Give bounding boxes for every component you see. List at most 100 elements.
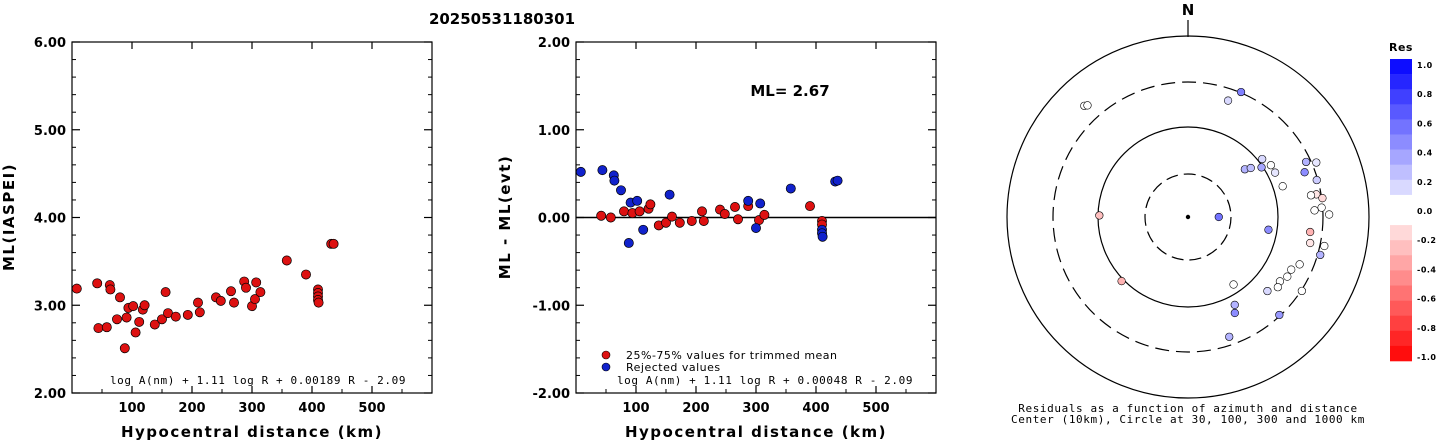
station-point: [1273, 283, 1282, 292]
colorbar-title: Res: [1389, 41, 1413, 54]
station-point: [1295, 260, 1304, 269]
station-point: [1302, 157, 1311, 167]
x-tick-label: 400: [298, 401, 325, 416]
ml-point: [241, 282, 251, 293]
ml-point: [139, 300, 150, 311]
trimmed-point: [805, 201, 815, 212]
station-point: [1257, 163, 1266, 172]
epicenter-marker: [1185, 214, 1191, 220]
rejected-point: [597, 165, 608, 176]
y-tick-label: 0.00: [538, 212, 570, 227]
station-point: [1300, 168, 1309, 177]
station-point: [1306, 227, 1315, 237]
residual-panel: 100 200 300 400 500 -2.00 -1.00 0.00 1.00 2.00 ML…: [496, 36, 937, 441]
station-point: [1312, 175, 1321, 185]
trimmed-point: [697, 206, 707, 217]
colorbar-tick-label: -0.6: [1417, 295, 1437, 304]
ml-point: [301, 269, 311, 280]
rejected-point: [575, 166, 586, 177]
colorbar-cell: [1390, 210, 1412, 226]
colorbar-cell: [1390, 240, 1412, 256]
colorbar-tick-label: 1.0: [1417, 61, 1433, 70]
ml-point: [182, 309, 193, 320]
station-point: [1297, 286, 1306, 296]
rejected-point: [751, 223, 761, 233]
station-point: [1214, 212, 1223, 222]
ml-point: [229, 297, 239, 308]
colorbar-tick-label: -0.2: [1417, 236, 1437, 245]
station-point: [1258, 154, 1267, 164]
station-point: [1306, 191, 1316, 200]
y-tick-label: 6.00: [34, 36, 66, 51]
ml-point: [149, 319, 160, 330]
rejected-point: [664, 189, 675, 200]
ml-formula: log A(nm) + 1.11 log R + 0.00189 R - 2.0…: [110, 374, 406, 387]
colorbar-cell: [1390, 255, 1412, 271]
colorbar-tick-label: 0.4: [1417, 149, 1433, 158]
residual-legend: 25%-75% values for trimmed mean Rejected…: [601, 349, 838, 374]
station-point: [1275, 310, 1284, 320]
colorbar-tick-label: 0.0: [1417, 207, 1433, 216]
x-tick-label: 100: [622, 401, 649, 416]
colorbar-cell: [1390, 59, 1412, 75]
ring-1000km: [1006, 35, 1370, 399]
ml-point: [134, 316, 145, 327]
ml-point: [193, 297, 203, 308]
residual-formula: log A(nm) + 1.11 log R + 0.00048 R - 2.0…: [617, 374, 913, 387]
ml-ticks: 100 200 300 400 500 2.00 3.00 4.00 5.00 6.00: [34, 36, 432, 416]
legend-label-trimmed: 25%-75% values for trimmed mean: [626, 349, 838, 362]
ml-annotation: ML= 2.67: [750, 82, 829, 100]
ml-point: [119, 343, 130, 354]
ml-plot-frame: [71, 41, 433, 394]
ml-point: [157, 314, 167, 325]
ml-point: [170, 311, 181, 322]
station-point: [1223, 96, 1233, 105]
station-point: [1310, 206, 1319, 215]
ml-point: [115, 292, 125, 303]
residual-ticks: 100 200 300 400 500 -2.00 -1.00 0.00 1.00 2.00: [533, 36, 936, 416]
trimmed-point: [596, 210, 607, 221]
colorbar-tick-label: -1.0: [1417, 353, 1437, 362]
trimmed-point: [667, 211, 677, 222]
rejected-point: [743, 195, 754, 206]
y-tick-label: 1.00: [538, 124, 570, 139]
station-point: [1230, 308, 1239, 318]
x-tick-label: 300: [238, 401, 265, 416]
ring-30km: [1144, 173, 1232, 261]
station-point: [1270, 168, 1280, 177]
station-point: [1263, 286, 1272, 296]
colorbar-tick-label: 0.6: [1417, 119, 1433, 128]
rejected-point: [755, 198, 766, 209]
x-tick-label: 200: [682, 401, 709, 416]
station-point: [1306, 238, 1315, 248]
trimmed-point: [698, 216, 709, 226]
colorbar-cell: [1390, 89, 1412, 105]
residual-x-axis-label: Hypocentral distance (km): [625, 423, 887, 441]
rejected-point: [817, 231, 828, 242]
station-point: [1230, 300, 1239, 309]
ml-point: [255, 287, 266, 298]
x-tick-label: 100: [118, 401, 145, 416]
legend-label-rejected: Rejected values: [626, 361, 721, 374]
y-tick-label: 2.00: [538, 36, 570, 51]
trimmed-point: [733, 214, 743, 225]
station-point: [1325, 210, 1334, 219]
station-point: [1229, 280, 1238, 289]
colorbar-cell: [1390, 179, 1412, 196]
trimmed-point: [619, 206, 629, 217]
ml-point: [71, 283, 82, 294]
x-tick-label: 200: [178, 401, 205, 416]
y-tick-label: 5.00: [34, 124, 66, 139]
figure-title: 20250531180301: [429, 10, 575, 28]
colorbar-cell: [1390, 315, 1412, 332]
rejected-point: [632, 195, 643, 206]
rejected-point: [623, 237, 634, 248]
ml-point: [112, 314, 122, 325]
colorbar-cell: [1390, 270, 1412, 286]
x-tick-label: 300: [742, 401, 769, 416]
ml-point: [281, 255, 292, 266]
ml-point: [92, 278, 103, 289]
colorbar-tick-label: -0.8: [1417, 324, 1437, 333]
ml-point: [250, 294, 260, 305]
